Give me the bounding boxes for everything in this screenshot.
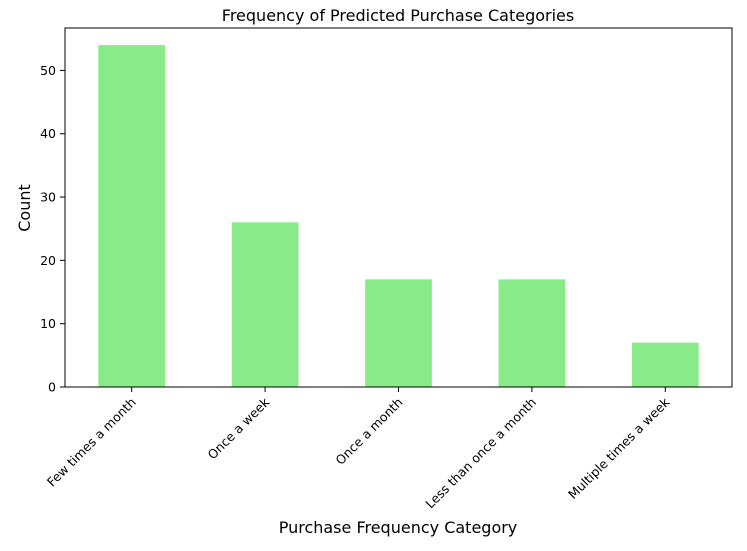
x-axis-label: Purchase Frequency Category xyxy=(279,518,518,537)
x-tick-label: Multiple times a week xyxy=(565,394,673,502)
plot-frame xyxy=(64,27,733,388)
x-tick-label: Once a month xyxy=(332,395,405,468)
x-tick-label: Few times a month xyxy=(44,395,139,490)
bars-layer xyxy=(98,45,699,387)
y-tick-label: 10 xyxy=(40,316,56,331)
bar xyxy=(498,279,566,387)
bar xyxy=(98,45,166,387)
y-tick-label: 20 xyxy=(40,253,56,268)
bar xyxy=(231,222,299,387)
y-tick-label: 40 xyxy=(40,126,56,141)
y-axis: 0 10 20 30 40 50 xyxy=(40,63,65,395)
y-axis-label: Count xyxy=(15,184,34,232)
bar xyxy=(365,279,432,387)
x-axis: Few times a month Once a week Once a month… xyxy=(44,387,673,511)
x-tick-label: Less than once a month xyxy=(422,395,539,512)
y-tick-label: 30 xyxy=(40,190,56,205)
y-tick-label: 0 xyxy=(48,380,56,395)
y-tick-label: 50 xyxy=(40,63,56,78)
chart-title: Frequency of Predicted Purchase Categori… xyxy=(222,6,574,25)
x-tick-label: Once a week xyxy=(204,394,272,462)
bar xyxy=(631,342,699,387)
